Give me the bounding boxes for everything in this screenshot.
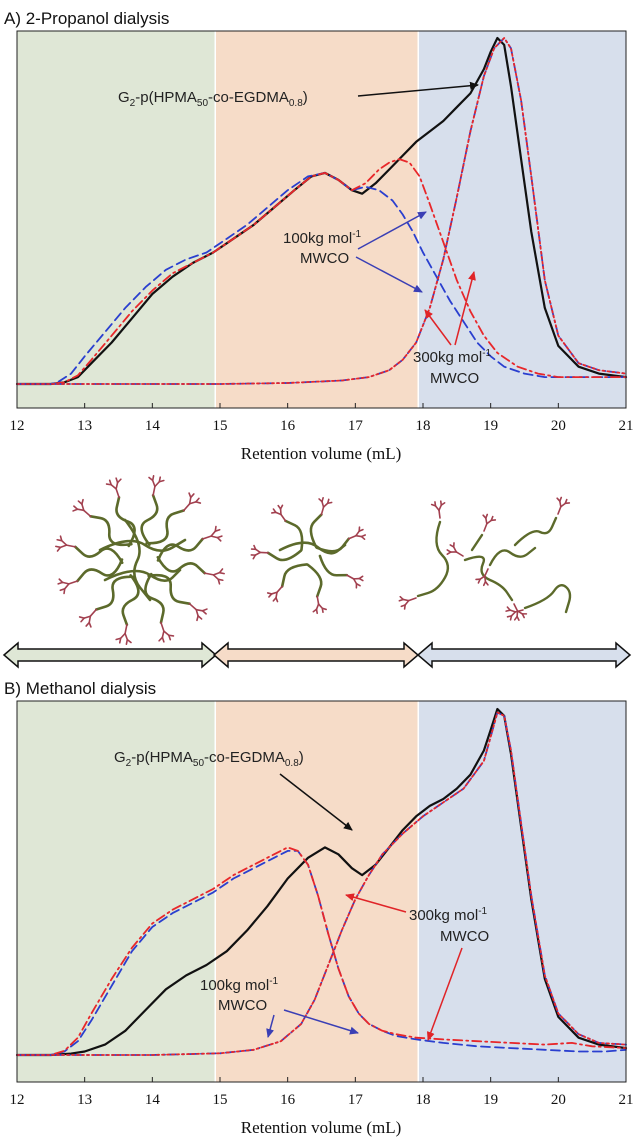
panel-b-original-polymer-label: G2-p(HPMA50-co-EGDMA0.8) xyxy=(114,749,304,769)
panel-b-original-arrow xyxy=(279,773,353,831)
panel-b-region-right xyxy=(418,701,626,1082)
large-branched-polymer-illustration xyxy=(55,475,225,645)
range-arrow-left xyxy=(2,641,218,669)
panel-b-tick-label: 17 xyxy=(348,1092,364,1108)
panel-a-tick-label: 15 xyxy=(213,418,228,434)
panel-a-mwco300-label-line2: MWCO xyxy=(430,370,479,387)
panel-b-mwco100-label-line2: MWCO xyxy=(218,997,267,1014)
panel-b-tick-label: 14 xyxy=(145,1092,161,1108)
panel-a-tick-label: 19 xyxy=(483,418,498,434)
panel-a-plot-frame xyxy=(16,30,627,409)
panel-b-region-left xyxy=(17,701,216,1082)
panel-b-mwco100-label-line1: 100kg mol-1 xyxy=(200,976,279,994)
panel-b-tick-label: 21 xyxy=(619,1092,634,1108)
panel-a-tick-label: 12 xyxy=(10,418,25,434)
panel-b-x-axis-label: Retention volume (mL) xyxy=(241,1118,402,1137)
panel-a-mwco100-label-line2: MWCO xyxy=(300,250,349,267)
panel-a-tick-label: 17 xyxy=(348,418,364,434)
panel-b-mwco300-arrow-left xyxy=(345,893,407,913)
panel-b-mwco100-arrow-right xyxy=(283,1009,359,1035)
panel-b-mwco100-arrow-down xyxy=(266,1014,275,1038)
retention-range-arrows xyxy=(2,641,632,669)
panel-b-plot-frame xyxy=(16,700,627,1083)
panel-b-shaded-regions xyxy=(17,701,626,1082)
small-polymer-fragments-illustration xyxy=(398,496,572,621)
panel-a-x-axis-label: Retention volume (mL) xyxy=(241,444,402,463)
panel-b-tick-label: 13 xyxy=(77,1092,92,1108)
medium-branched-polymer-illustration xyxy=(250,496,366,615)
range-arrow-middle xyxy=(212,641,420,669)
panel-a-series-a300-ret xyxy=(16,158,627,385)
panel-b-series-b300-ret xyxy=(16,846,627,1056)
panel-a-region-right xyxy=(418,31,626,408)
panel-b-mwco300-label-line1: 300kg mol-1 xyxy=(409,906,488,924)
panel-b-series-b300-perm xyxy=(16,711,627,1056)
panel-a: A) 2-Propanol dialysis 12 13 14 15 16 17 18 19 2… xyxy=(4,9,634,463)
panel-a-series-a300-perm xyxy=(16,37,627,385)
panel-a-series-a100-ret xyxy=(16,172,627,385)
panel-a-shaded-regions xyxy=(17,31,626,408)
panel-b-title: B) Methanol dialysis xyxy=(4,679,156,698)
panel-a-tick-label: 21 xyxy=(619,418,634,434)
panel-b-x-ticks: 12 13 14 15 16 17 18 19 20 21 xyxy=(10,1077,634,1108)
panel-a-mwco100-arrow-lower xyxy=(355,256,423,293)
panel-a-original-polymer-label: G2-p(HPMA50-co-EGDMA0.8) xyxy=(118,89,308,109)
panel-a-x-ticks: 12 13 14 15 16 17 18 19 20 21 xyxy=(10,403,634,434)
panel-a-tick-label: 14 xyxy=(145,418,161,434)
panel-b-mwco300-label-line2: MWCO xyxy=(440,928,489,945)
panel-a-mwco100-arrow-upper xyxy=(357,211,427,250)
panel-a-tick-label: 13 xyxy=(77,418,92,434)
panel-b: B) Methanol dialysis 12 13 14 15 16 17 18 19 20 2… xyxy=(4,679,634,1137)
polymer-architecture-schematic xyxy=(55,475,572,645)
panel-a-region-left xyxy=(17,31,216,408)
range-arrow-right xyxy=(416,641,632,669)
panel-a-mwco300-arrow-left xyxy=(424,309,452,346)
panel-b-tick-label: 16 xyxy=(280,1092,296,1108)
panel-a-region-middle xyxy=(215,31,419,408)
panel-b-tick-label: 20 xyxy=(551,1092,566,1108)
panel-b-tick-label: 15 xyxy=(213,1092,228,1108)
panel-a-mwco300-arrow-right xyxy=(454,271,476,346)
panel-b-tick-label: 18 xyxy=(416,1092,431,1108)
panel-a-series xyxy=(15,36,628,386)
panel-a-tick-label: 16 xyxy=(280,418,296,434)
panel-a-title: A) 2-Propanol dialysis xyxy=(4,9,169,28)
panel-b-mwco300-arrow-down xyxy=(427,947,463,1041)
panel-a-tick-label: 20 xyxy=(551,418,566,434)
panel-a-mwco300-label-line1: 300kg mol-1 xyxy=(413,348,492,366)
panel-a-original-arrow xyxy=(357,81,479,97)
panel-a-tick-label: 18 xyxy=(416,418,431,434)
panel-a-mwco100-label-line1: 100kg mol-1 xyxy=(283,229,362,247)
panel-b-tick-label: 12 xyxy=(10,1092,25,1108)
panel-b-tick-label: 19 xyxy=(483,1092,498,1108)
panel-b-series xyxy=(15,707,628,1057)
